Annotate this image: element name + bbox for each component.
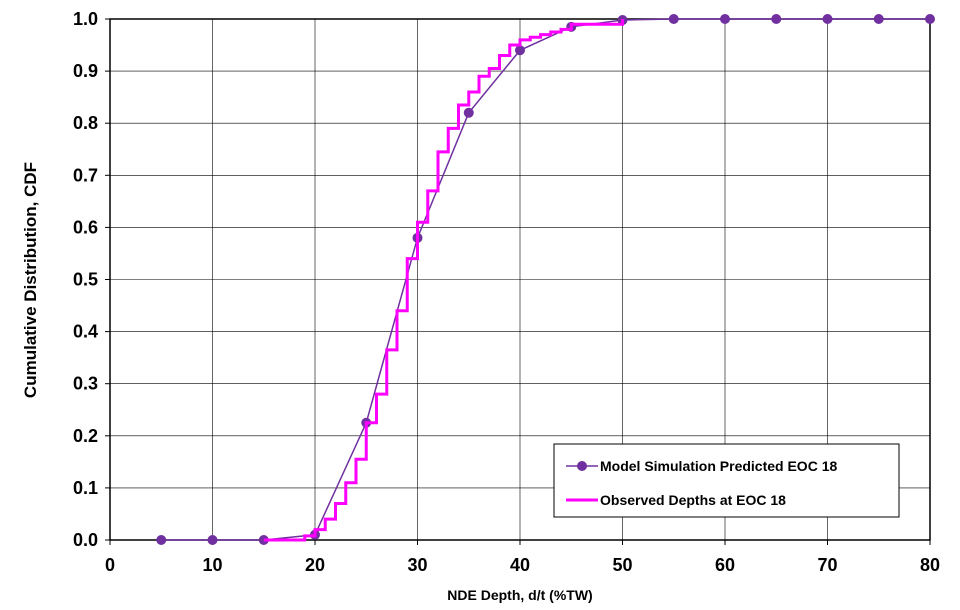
y-tick-label: 0.5 — [73, 270, 98, 290]
model-point — [668, 14, 679, 24]
model-point — [720, 14, 730, 24]
x-tick-label: 10 — [202, 555, 222, 575]
x-tick-label: 80 — [920, 555, 940, 575]
x-axis-title: NDE Depth, d/t (%TW) — [447, 587, 592, 603]
y-tick-label: 0.6 — [73, 217, 98, 237]
series-layer — [156, 14, 935, 545]
x-axis-ticks: 0 10 20 30 40 50 60 70 80 — [105, 540, 940, 575]
legend-box — [553, 443, 900, 518]
series-1 — [263, 19, 624, 542]
x-tick-label: 70 — [817, 555, 837, 575]
y-tick-label: 0.8 — [73, 113, 98, 133]
legend: Model Simulation Predicted EOC 18 Observ… — [553, 443, 900, 518]
model-point — [156, 535, 167, 545]
grid-lines — [110, 19, 930, 540]
observed-step-line — [263, 19, 624, 542]
x-tick-label: 50 — [612, 555, 632, 575]
y-tick-label: 0.4 — [73, 322, 98, 342]
x-tick-label: 20 — [305, 555, 325, 575]
legend-label-model: Model Simulation Predicted EOC 18 — [600, 458, 837, 474]
y-axis-title: Cumulative Distribution, CDF — [21, 162, 40, 398]
model-point — [873, 14, 884, 24]
model-point — [463, 107, 474, 118]
x-tick-label: 0 — [105, 555, 115, 575]
y-tick-label: 0.9 — [73, 61, 98, 81]
y-axis-ticks: 0.0 0.1 0.2 0.3 0.4 0.5 0.6 0.7 0.8 0.9 1.0 — [73, 9, 110, 550]
y-tick-label: 0.7 — [73, 165, 98, 185]
legend-label-observed: Observed Depths at EOC 18 — [600, 492, 786, 508]
model-point — [822, 14, 833, 24]
x-tick-label: 60 — [715, 555, 735, 575]
model-point — [207, 535, 218, 545]
y-tick-label: 0.0 — [73, 530, 98, 550]
y-tick-label: 1.0 — [73, 9, 98, 29]
x-tick-label: 30 — [407, 555, 427, 575]
model-point — [515, 45, 525, 56]
y-tick-label: 0.3 — [73, 374, 98, 394]
legend-marker-model — [577, 461, 587, 471]
y-tick-label: 0.1 — [73, 478, 98, 498]
model-point — [925, 14, 935, 24]
y-tick-label: 0.2 — [73, 426, 98, 446]
model-point — [771, 14, 782, 24]
x-tick-label: 40 — [510, 555, 530, 575]
model-line — [161, 18, 930, 541]
